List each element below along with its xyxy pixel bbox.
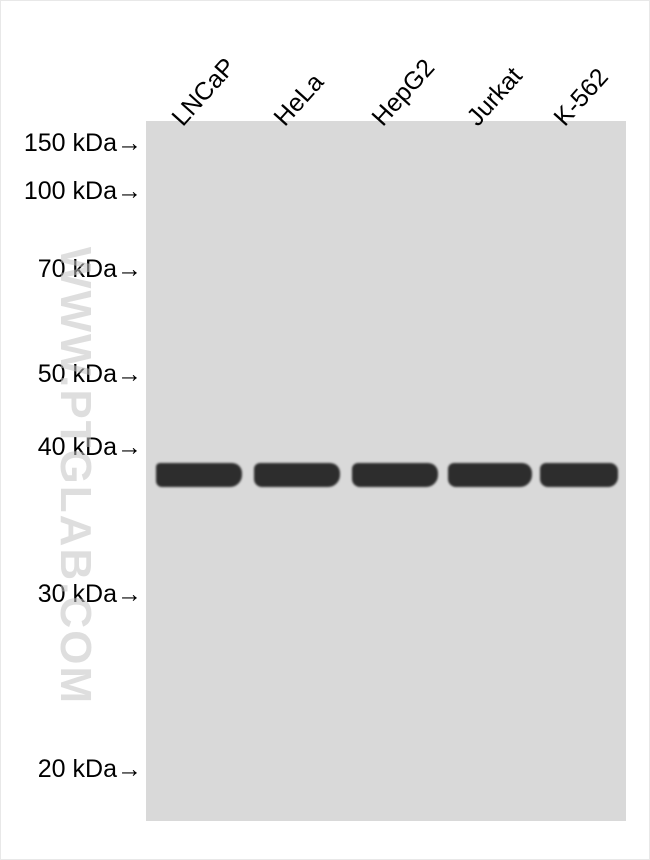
protein-band: [156, 463, 242, 487]
protein-band: [352, 463, 438, 487]
marker-label: 100 kDa→: [24, 177, 142, 206]
marker-label: 20 kDa→: [38, 755, 142, 784]
marker-label: 70 kDa→: [38, 255, 142, 284]
marker-label: 150 kDa→: [24, 129, 142, 158]
marker-label: 30 kDa→: [38, 580, 142, 609]
protein-band: [540, 463, 618, 487]
protein-band: [448, 463, 532, 487]
marker-label: 40 kDa→: [38, 433, 142, 462]
watermark-text: WWW.PTGLAB.COM: [50, 247, 100, 705]
marker-label: 50 kDa→: [38, 360, 142, 389]
western-blot-figure: LNCaPHeLaHepG2JurkatK-562 150 kDa→100 kD…: [0, 0, 650, 860]
watermark-content: WWW.PTGLAB.COM: [51, 247, 100, 705]
protein-band: [254, 463, 340, 487]
